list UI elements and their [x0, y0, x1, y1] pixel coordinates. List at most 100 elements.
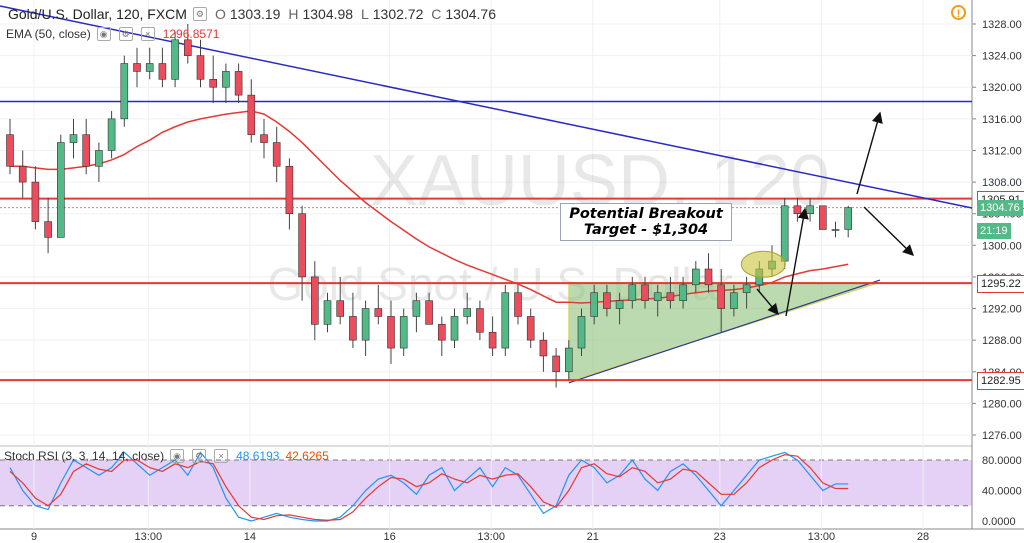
- candle-body: [158, 63, 167, 80]
- rsi-tick-label: 40.0000: [982, 486, 1022, 498]
- ema-settings-icon[interactable]: ⚙: [118, 27, 133, 41]
- ema-label[interactable]: EMA (50, close): [6, 27, 91, 41]
- low-label: L: [360, 6, 369, 22]
- rsi-settings-icon[interactable]: ⚙: [192, 449, 207, 463]
- time-tick-label: 16: [383, 531, 395, 543]
- candle-body: [450, 316, 459, 341]
- candle-body: [831, 229, 840, 231]
- candle-body: [590, 292, 599, 317]
- price-axis-label: 1282.95: [977, 372, 1024, 391]
- rsi-band: [0, 460, 972, 506]
- rsi-tick-label: 80.0000: [982, 455, 1022, 467]
- close-label: C: [431, 6, 442, 22]
- candle-body: [514, 292, 522, 317]
- candle-body: [666, 292, 675, 301]
- candle-body: [501, 292, 510, 349]
- candle-body: [691, 268, 700, 286]
- ascending-trendline: [568, 279, 881, 384]
- candle-body: [260, 134, 268, 143]
- rsi-k-value: 48.6193: [236, 449, 280, 463]
- candle-body: [361, 308, 370, 341]
- price-axis-label: 21:19: [977, 223, 1011, 240]
- arrow-up-target: [856, 111, 883, 195]
- candle-body: [641, 284, 649, 301]
- arrow-down-target: [863, 206, 915, 256]
- time-tick-label: 13:00: [135, 531, 163, 543]
- price-tick-label: 1300.00: [982, 240, 1022, 252]
- candle-body: [526, 316, 535, 341]
- candle-body: [18, 165, 27, 183]
- candle-body: [285, 165, 294, 214]
- time-tick-label: 9: [31, 531, 37, 543]
- candle-body: [247, 94, 256, 135]
- open-label: O: [214, 6, 226, 22]
- candle-body: [742, 284, 751, 294]
- candle-body: [349, 316, 357, 341]
- rsi-close-icon[interactable]: ×: [214, 449, 229, 463]
- candle-body: [653, 292, 662, 301]
- ema-close-icon[interactable]: ×: [140, 27, 155, 41]
- candle-body: [844, 207, 853, 230]
- ema-legend: EMA (50, close) ◉ ⚙ × 1296.8571: [6, 27, 219, 41]
- ohlc-readout: O 1303.19 H 1304.98 L 1302.72 C 1304.76: [215, 6, 500, 22]
- candle-body: [6, 134, 14, 167]
- rsi-label[interactable]: Stoch RSI (3, 3, 14, 14, close): [4, 449, 165, 463]
- price-axis-label: 1295.22: [977, 275, 1024, 294]
- candle-body: [615, 300, 624, 309]
- candle-body: [171, 39, 179, 80]
- stoch-rsi-d-line: [9, 454, 849, 521]
- ema-value: 1296.8571: [162, 27, 220, 41]
- ema-eye-icon[interactable]: ◉: [96, 27, 111, 41]
- price-tick-label: 1276.00: [982, 430, 1022, 442]
- price-axis-label: 1304.76: [977, 199, 1023, 216]
- stoch-rsi-k-line: [9, 451, 849, 522]
- candle-body: [374, 308, 383, 317]
- candle-body: [806, 205, 814, 214]
- candle-body: [145, 63, 154, 72]
- candle-body: [107, 118, 116, 151]
- candle-body: [133, 63, 141, 72]
- open-value: 1303.19: [229, 6, 281, 22]
- time-tick-label: 13:00: [477, 531, 505, 543]
- candle-body: [95, 150, 103, 167]
- candle-body: [196, 55, 205, 80]
- candle-body: [82, 134, 90, 167]
- high-value: 1304.98: [302, 6, 354, 22]
- candle-body: [603, 292, 611, 309]
- candle-body: [425, 300, 433, 325]
- rsi-tick-label: 0.0000: [982, 516, 1016, 528]
- candle-body: [336, 300, 345, 317]
- settings-icon[interactable]: ⚙: [192, 7, 207, 21]
- close-value: 1304.76: [445, 6, 496, 22]
- time-tick-label: 28: [917, 531, 929, 543]
- candle-body: [628, 284, 637, 301]
- candle-body: [399, 316, 408, 349]
- candle-body: [552, 355, 560, 373]
- candle-body: [577, 316, 586, 349]
- price-tick-label: 1316.00: [982, 114, 1022, 126]
- candle-body: [69, 134, 78, 143]
- candle-body: [120, 63, 129, 120]
- chart-symbol[interactable]: Gold/U.S. Dollar, 120, FXCM: [8, 6, 187, 22]
- candle-body: [323, 300, 332, 325]
- arrow-breakout-up: [785, 207, 809, 317]
- candle-body: [437, 324, 446, 341]
- price-tick-label: 1280.00: [982, 398, 1022, 410]
- candle-body: [679, 284, 687, 301]
- low-value: 1302.72: [372, 6, 424, 22]
- price-tick-label: 1320.00: [982, 82, 1022, 94]
- candle-body: [234, 71, 243, 96]
- descending-trendline: [0, 5, 973, 209]
- price-tick-label: 1312.00: [982, 145, 1022, 157]
- price-tick-label: 1324.00: [982, 51, 1022, 63]
- callout-line-2: Target - $1,304: [583, 222, 709, 238]
- price-tick-label: 1328.00: [982, 19, 1022, 31]
- breakout-highlight: [740, 250, 786, 278]
- candle-body: [730, 292, 738, 309]
- candle-body: [222, 71, 230, 88]
- candle-body: [209, 79, 217, 88]
- candle-body: [31, 181, 40, 222]
- rsi-eye-icon[interactable]: ◉: [170, 449, 185, 463]
- breakout-callout: Potential Breakout Target - $1,304: [560, 203, 732, 241]
- alert-info-icon[interactable]: !: [951, 5, 966, 20]
